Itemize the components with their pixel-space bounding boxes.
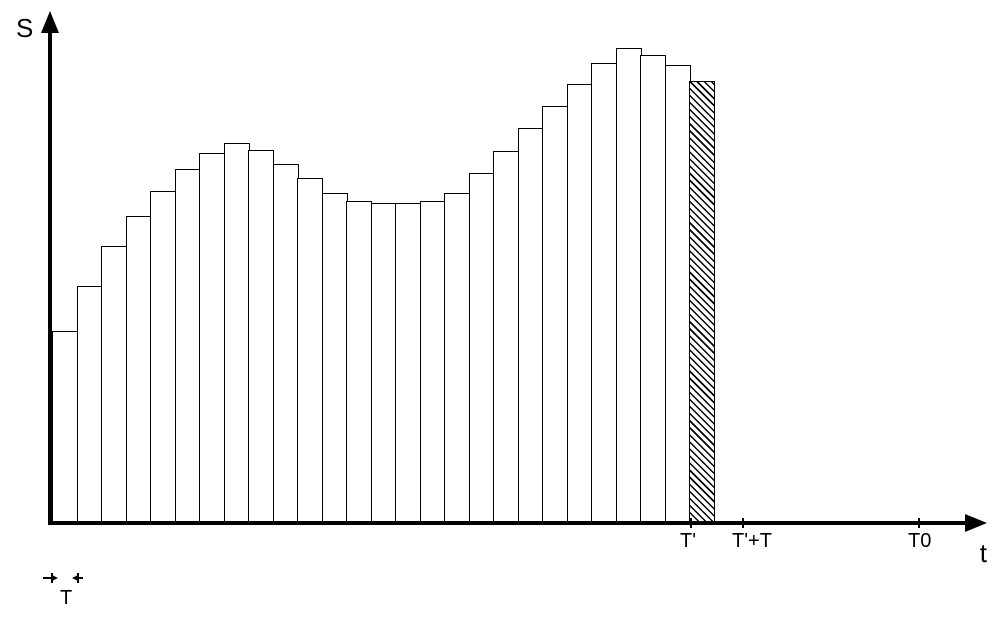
x-tick-label-0: T' bbox=[680, 530, 696, 553]
bar-3 bbox=[126, 216, 152, 521]
bars-container bbox=[52, 25, 715, 521]
bar-8 bbox=[248, 150, 274, 521]
bar-16 bbox=[444, 193, 470, 521]
bar-1 bbox=[77, 286, 103, 521]
bar-15 bbox=[420, 201, 446, 521]
y-axis-label: S bbox=[16, 13, 33, 44]
bar-17 bbox=[469, 173, 495, 521]
bar-21 bbox=[567, 84, 593, 521]
t-bracket-label: T bbox=[60, 587, 72, 610]
bar-6 bbox=[199, 153, 225, 521]
bar-4 bbox=[150, 191, 176, 521]
bar-20 bbox=[542, 106, 568, 521]
bar-13 bbox=[371, 203, 397, 521]
bar-23 bbox=[616, 48, 642, 521]
bar-5 bbox=[175, 169, 201, 521]
x-tick-mark-2 bbox=[918, 518, 920, 528]
bar-10 bbox=[297, 178, 323, 521]
bar-2 bbox=[101, 246, 127, 521]
x-tick-label-2: T0 bbox=[908, 530, 931, 553]
x-tick-label-1: T'+T bbox=[732, 530, 772, 553]
x-axis-arrow bbox=[965, 514, 987, 532]
chart-area: S t T'T'+TT0 T bbox=[48, 25, 973, 525]
bar-11 bbox=[322, 193, 348, 521]
bar-14 bbox=[395, 203, 421, 521]
bar-25 bbox=[665, 65, 691, 521]
x-axis-label: t bbox=[980, 538, 987, 569]
x-axis-line bbox=[48, 521, 973, 525]
bar-7 bbox=[224, 143, 250, 521]
bar-12 bbox=[346, 201, 372, 521]
bar-9 bbox=[273, 164, 299, 521]
bar-24 bbox=[640, 55, 666, 521]
bar-18 bbox=[493, 151, 519, 521]
bar-19 bbox=[518, 128, 544, 521]
x-tick-mark-0 bbox=[690, 518, 692, 528]
bar-22 bbox=[591, 63, 617, 521]
bar-26 bbox=[689, 81, 715, 521]
x-tick-mark-1 bbox=[742, 518, 744, 528]
bar-0 bbox=[52, 331, 78, 521]
